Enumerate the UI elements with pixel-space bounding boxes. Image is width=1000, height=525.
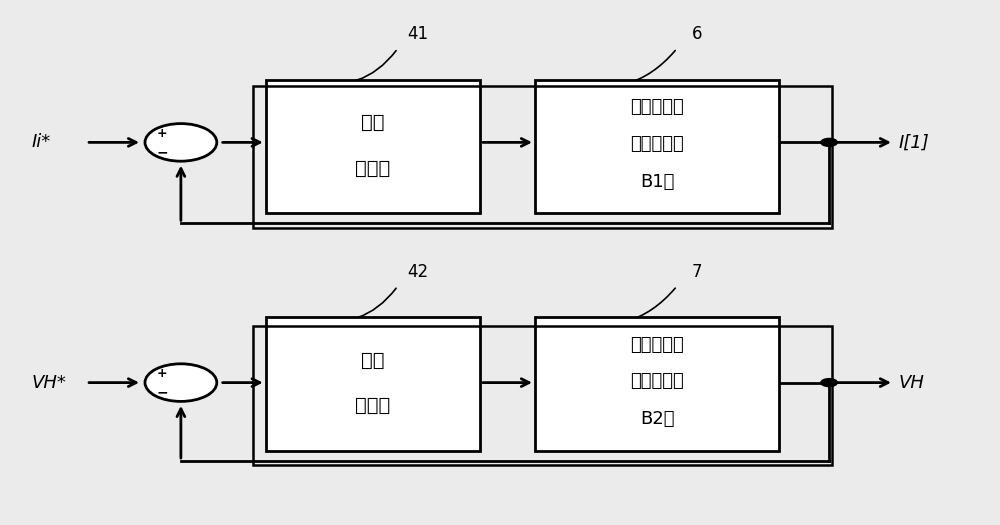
Text: 电流: 电流 — [361, 113, 385, 132]
Bar — [253, 86, 832, 227]
Text: −: − — [156, 385, 168, 400]
Circle shape — [820, 378, 838, 387]
Circle shape — [145, 123, 217, 161]
Text: B2）: B2） — [640, 411, 674, 428]
Text: 42: 42 — [407, 263, 428, 281]
Text: 7: 7 — [692, 263, 702, 281]
Text: Ii*: Ii* — [31, 133, 51, 151]
Text: −: − — [156, 145, 168, 159]
Text: 控制器: 控制器 — [355, 159, 390, 178]
Bar — [535, 317, 779, 450]
Text: 6: 6 — [692, 25, 702, 43]
Text: VH: VH — [899, 374, 925, 392]
Text: 控制器: 控制器 — [355, 396, 390, 415]
Text: 电力变换器: 电力变换器 — [630, 336, 684, 354]
Text: （直流电源: （直流电源 — [630, 372, 684, 390]
Bar — [266, 80, 480, 213]
Circle shape — [820, 138, 838, 147]
Text: I[1]: I[1] — [899, 133, 930, 151]
Bar — [535, 80, 779, 213]
Text: 电压: 电压 — [361, 351, 385, 370]
Text: 41: 41 — [407, 25, 428, 43]
Text: 电力变换器: 电力变换器 — [630, 98, 684, 116]
Bar — [266, 317, 480, 450]
Circle shape — [145, 364, 217, 402]
Text: VH*: VH* — [31, 374, 66, 392]
Text: +: + — [157, 127, 168, 140]
Text: B1）: B1） — [640, 173, 674, 191]
Text: +: + — [157, 367, 168, 380]
Bar — [253, 326, 832, 465]
Text: （直流电源: （直流电源 — [630, 135, 684, 153]
